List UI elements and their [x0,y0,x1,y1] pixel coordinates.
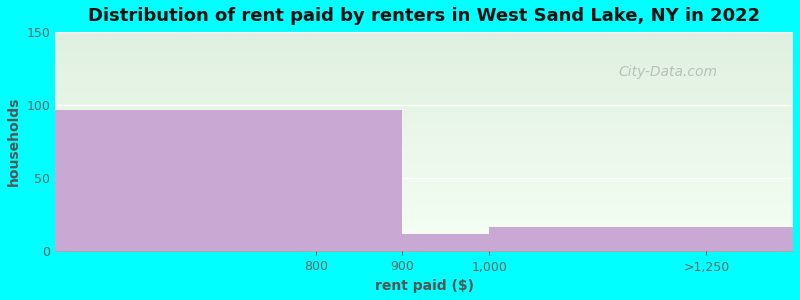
Bar [490,226,793,251]
Bar [402,234,490,251]
X-axis label: rent paid ($): rent paid ($) [374,279,474,293]
Title: Distribution of rent paid by renters in West Sand Lake, NY in 2022: Distribution of rent paid by renters in … [88,7,760,25]
Y-axis label: households: households [7,97,21,187]
Text: City-Data.com: City-Data.com [618,64,717,79]
Bar [55,110,402,251]
